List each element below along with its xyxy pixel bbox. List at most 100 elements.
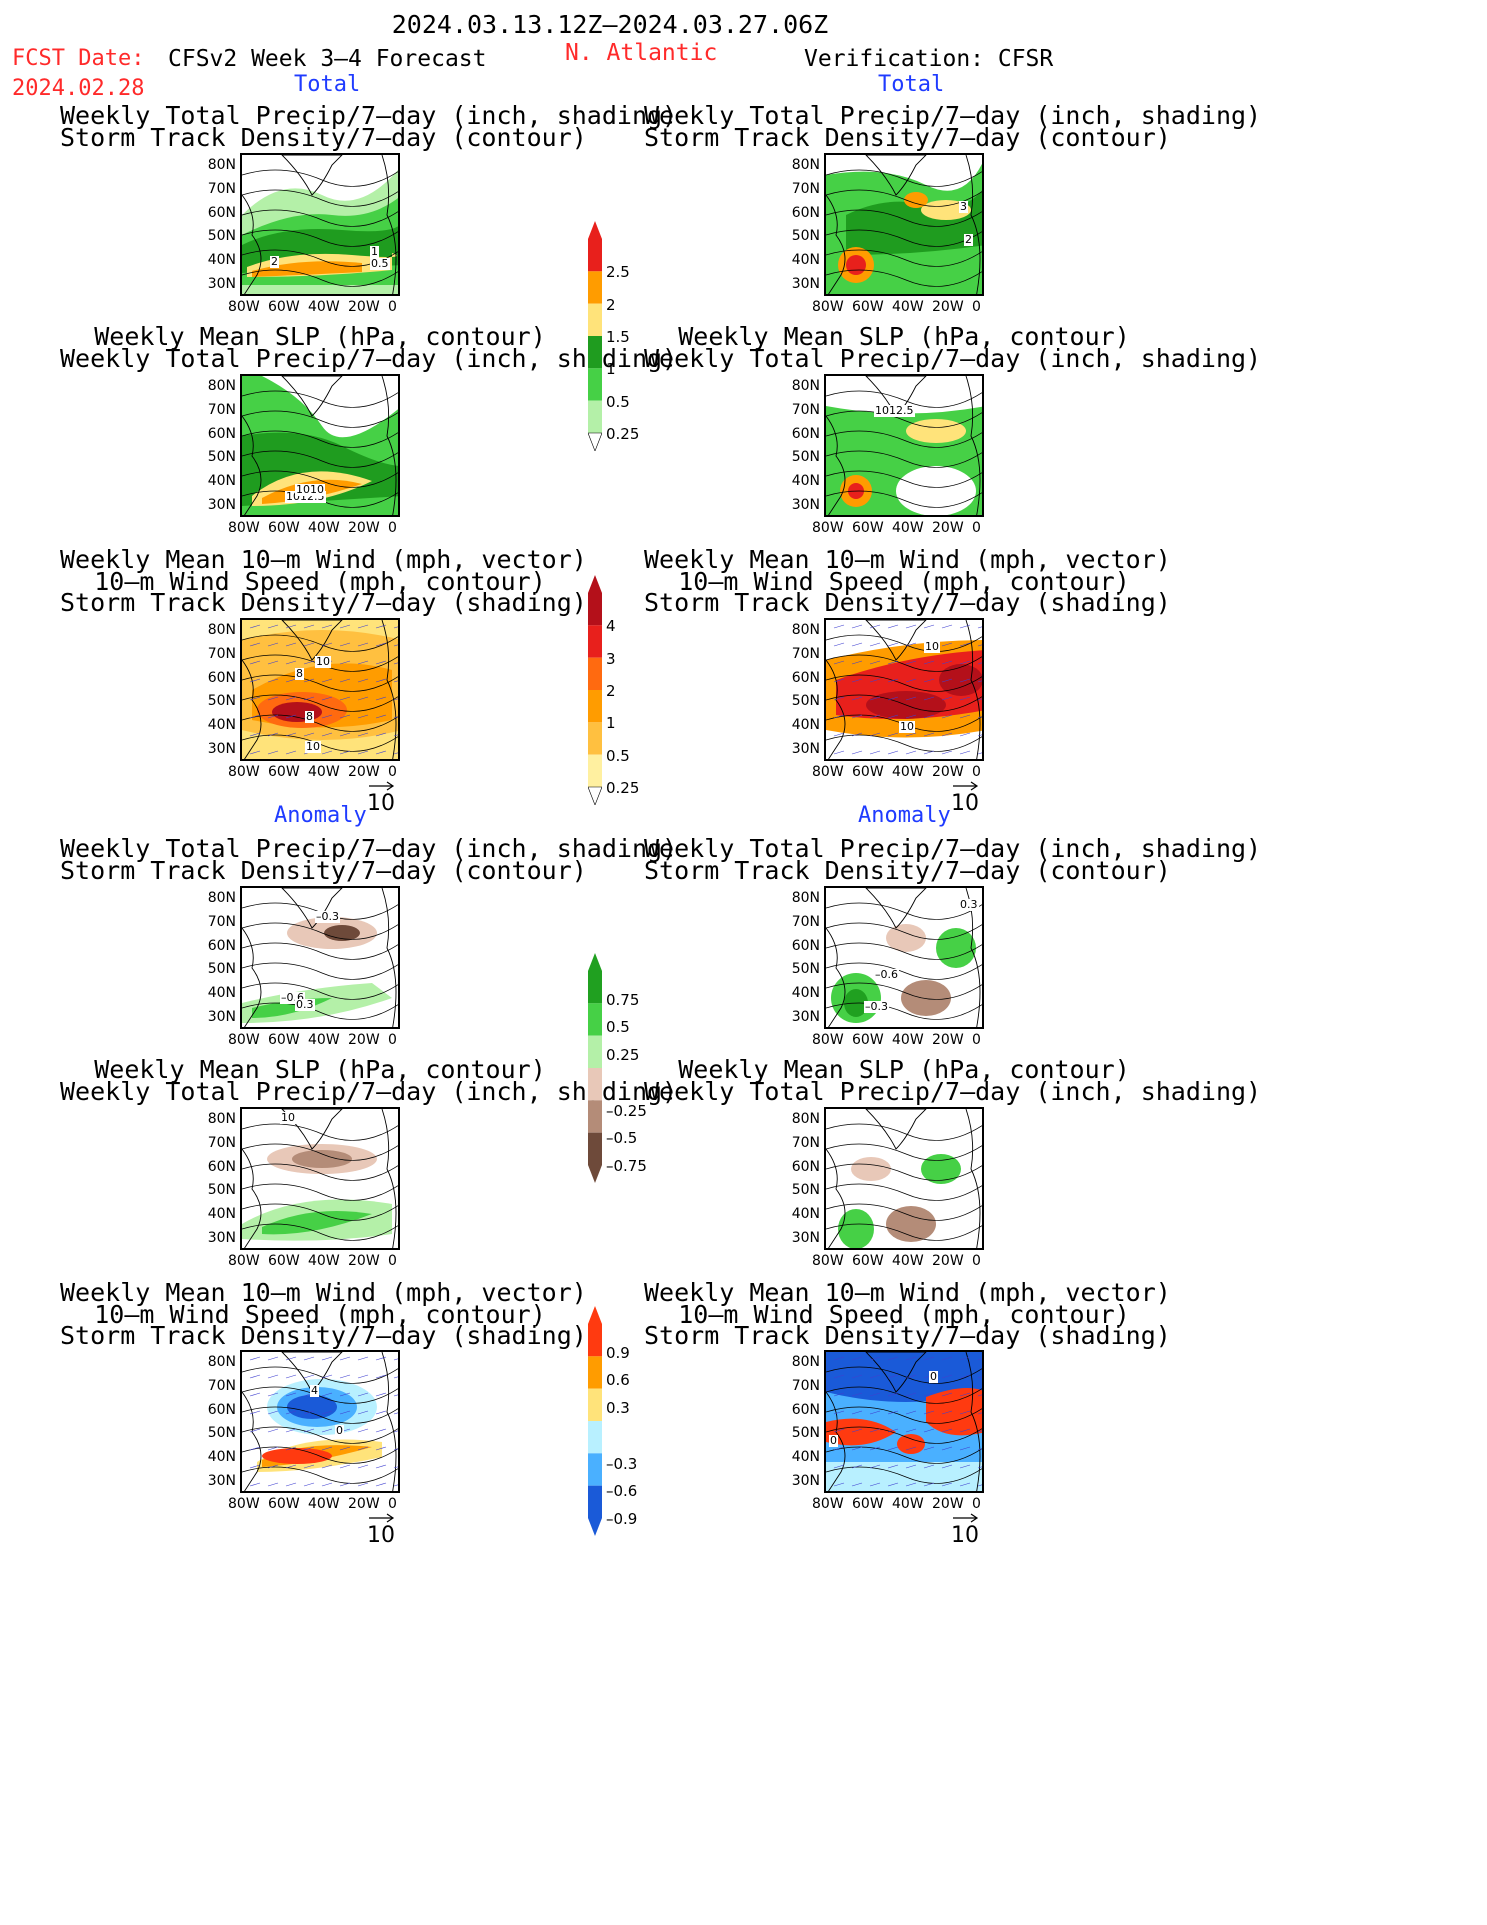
lon-label: 20W — [348, 1253, 380, 1269]
panel-title-line: 10–m Wind Speed (mph, contour) — [678, 566, 1130, 596]
lon-label: 80W — [812, 1496, 844, 1512]
lat-label: 80N — [207, 622, 236, 638]
lat-label: 60N — [207, 669, 236, 686]
map-plot — [242, 155, 398, 294]
lat-label: 40N — [791, 473, 820, 490]
lat-label: 70N — [207, 180, 236, 197]
lat-label: 60N — [791, 1401, 820, 1418]
map-t1r — [824, 153, 984, 296]
colorbar-label: 2 — [606, 295, 616, 314]
lon-label: 20W — [348, 1496, 380, 1512]
lon-label: 0 — [388, 764, 397, 780]
lat-label: 70N — [207, 913, 236, 930]
contour-label: 3 — [959, 200, 968, 213]
panel-title-line: Storm Track Density/7–day (contour) — [644, 855, 1171, 885]
contour-label: 8 — [305, 710, 314, 723]
colorbar-label: 0.25 — [606, 1046, 640, 1065]
colorbar-label: 2.5 — [606, 263, 630, 282]
lon-label: 20W — [348, 764, 380, 780]
lat-label: 50N — [207, 449, 236, 466]
lat-label: 40N — [207, 985, 236, 1002]
lon-label: 80W — [228, 1253, 260, 1269]
lon-label: 60W — [852, 1253, 884, 1269]
lon-label: 60W — [268, 764, 300, 780]
colorbar-label: –0.9 — [606, 1510, 638, 1528]
map-plot — [242, 1352, 398, 1491]
contour-label: 10 — [280, 1111, 296, 1124]
lat-label: 60N — [791, 1158, 820, 1175]
lat-label: 60N — [791, 425, 820, 442]
lat-label: 50N — [791, 1425, 820, 1442]
panel-title-line: Weekly Mean SLP (hPa, contour) — [94, 1055, 546, 1084]
lon-label: 0 — [388, 1253, 397, 1269]
lon-label: 40W — [892, 520, 924, 536]
lat-label: 40N — [207, 252, 236, 269]
lat-label: 60N — [791, 669, 820, 686]
colorbar-label: 0.9 — [606, 1343, 630, 1362]
colorbar-label: 0.75 — [606, 990, 640, 1009]
panel-title-line: Weekly Total Precip/7–day (inch, shading… — [644, 1076, 1262, 1106]
map-a2r — [824, 1107, 984, 1250]
vector-reference-value: 10 — [367, 791, 395, 816]
lat-label: 70N — [207, 1377, 236, 1394]
model-title: CFSv2 Week 3–4 Forecast — [168, 46, 487, 72]
contour-label: 10 — [899, 720, 915, 733]
lat-label: 30N — [207, 1230, 236, 1246]
lon-label: 60W — [268, 1496, 300, 1512]
panel-title-line: Weekly Mean SLP (hPa, contour) — [94, 322, 546, 351]
lat-label: 70N — [791, 913, 820, 930]
panel-title-line: 10–m Wind Speed (mph, contour) — [678, 1299, 1130, 1329]
colorbar-track_anom — [588, 1306, 602, 1536]
lat-label: 60N — [207, 937, 236, 954]
lon-label: 40W — [308, 1032, 340, 1048]
contour-label: 10 — [315, 655, 331, 668]
panel-title-line: 10–m Wind Speed (mph, contour) — [94, 1299, 546, 1329]
lon-label: 0 — [972, 299, 981, 315]
lat-label: 70N — [791, 401, 820, 418]
map-plot — [242, 1109, 398, 1248]
map-plot — [826, 155, 982, 294]
lon-label: 0 — [972, 520, 981, 536]
lat-label: 70N — [791, 645, 820, 662]
map-t3l — [240, 618, 400, 761]
vector-arrow — [369, 781, 395, 791]
lon-label: 0 — [972, 764, 981, 780]
lat-label: 40N — [207, 1449, 236, 1466]
lat-label: 50N — [791, 961, 820, 978]
panel-title-line: Weekly Mean 10–m Wind (mph, vector) — [644, 545, 1171, 574]
colorbar-label: 3 — [606, 649, 616, 668]
lon-label: 0 — [388, 299, 397, 315]
lon-label: 40W — [308, 764, 340, 780]
lat-label: 30N — [207, 276, 236, 292]
lat-label: 40N — [791, 717, 820, 734]
lon-label: 80W — [812, 520, 844, 536]
contour-label: 0 — [335, 1424, 344, 1437]
lon-label: 80W — [228, 1032, 260, 1048]
lat-label: 50N — [207, 961, 236, 978]
fcst-date-label: FCST Date: — [12, 46, 145, 71]
lon-label: 60W — [268, 520, 300, 536]
lat-label: 60N — [207, 204, 236, 221]
lon-label: 60W — [852, 1032, 884, 1048]
lat-label: 30N — [207, 741, 236, 757]
section-total-left: Total — [294, 72, 361, 97]
lat-label: 60N — [791, 204, 820, 221]
vector-reference-value: 10 — [367, 1523, 395, 1548]
colorbar-precip_total — [587, 221, 603, 452]
lon-label: 0 — [388, 1032, 397, 1048]
lat-label: 80N — [791, 890, 820, 906]
contour-label: 1012.5 — [874, 404, 915, 417]
lat-label: 70N — [791, 1134, 820, 1151]
vector-arrow — [369, 1513, 395, 1523]
lat-label: 60N — [207, 425, 236, 442]
panel-title-line: Storm Track Density/7–day (shading) — [60, 588, 587, 617]
lon-label: 40W — [892, 1496, 924, 1512]
vector-reference: 10 — [951, 1513, 981, 1548]
contour-label: 0.3 — [959, 898, 979, 911]
lat-label: 40N — [791, 252, 820, 269]
panel-title-line: Weekly Total Precip/7–day (inch, shading… — [644, 343, 1262, 373]
lon-label: 0 — [972, 1253, 981, 1269]
lon-label: 60W — [268, 299, 300, 315]
map-t3r — [824, 618, 984, 761]
panel-title-line: Weekly Mean SLP (hPa, contour) — [678, 322, 1130, 351]
